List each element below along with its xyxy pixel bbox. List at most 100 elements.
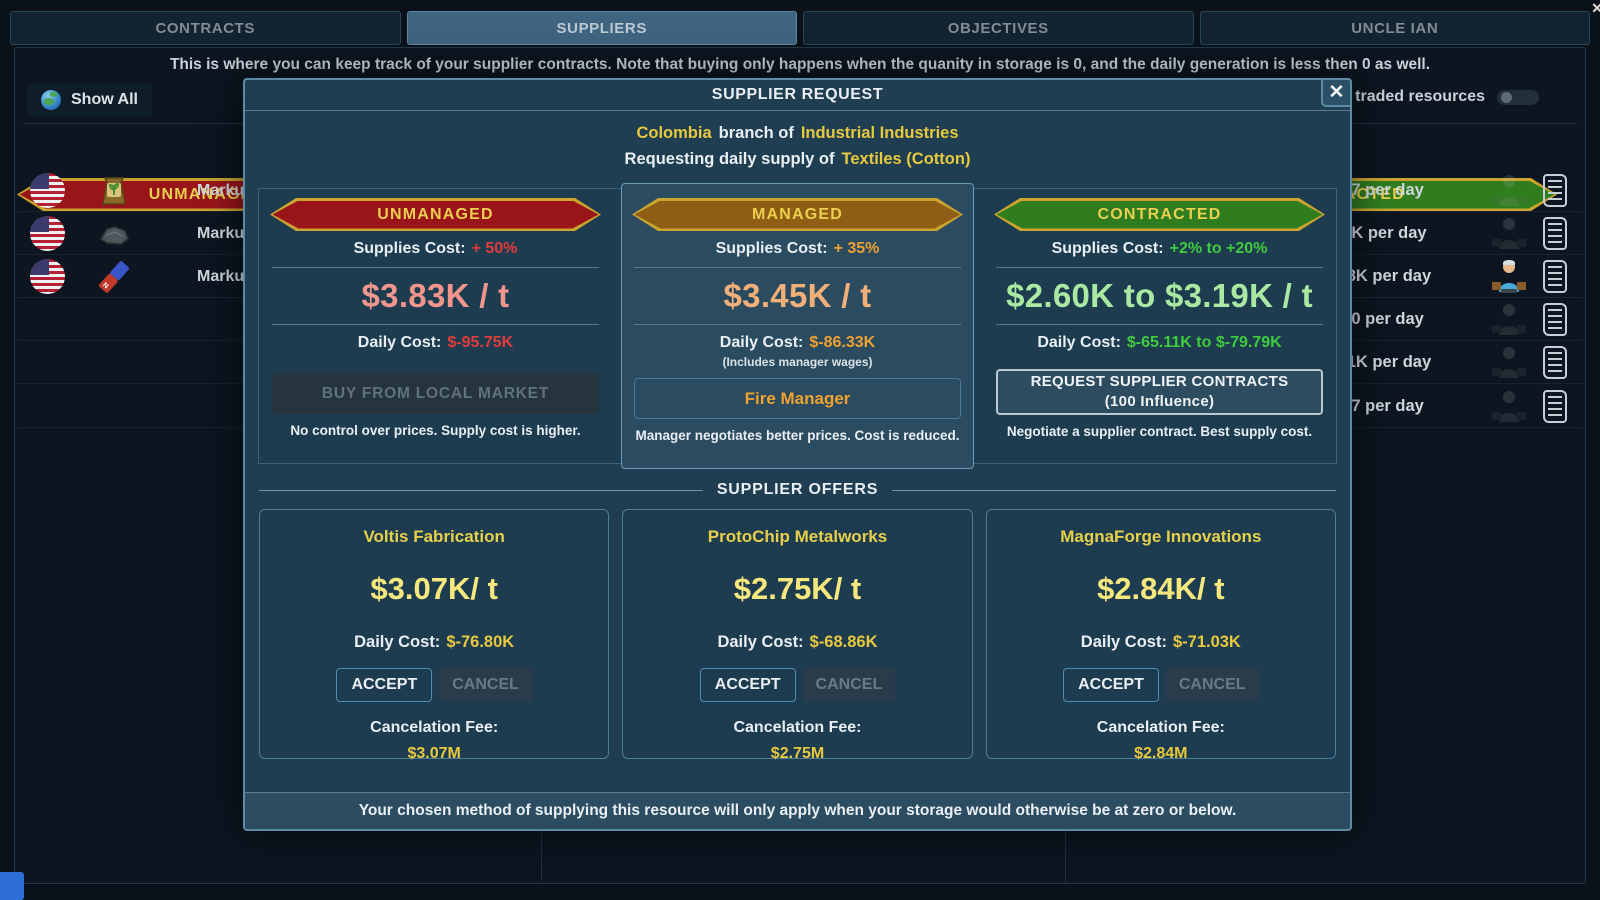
manager-ghost-icon — [1489, 344, 1529, 382]
show-all-button[interactable]: Show All — [27, 84, 152, 116]
offer-price: $2.84K/ t — [1097, 571, 1225, 606]
cancelation-fee-label: Cancelation Fee: — [733, 719, 862, 736]
branch-middle-text: branch of — [718, 124, 794, 142]
modal-footer-note: Your chosen method of supplying this res… — [245, 792, 1350, 829]
offer-daily-cost-value: $-71.03K — [1172, 633, 1241, 651]
manager-icon — [1489, 258, 1529, 296]
daily-cost-value: $-86.33K — [809, 334, 876, 351]
us-flag-icon — [30, 173, 65, 208]
offer-card-voltis: Voltis Fabrication $3.07K/ t Daily Cost:… — [259, 509, 610, 762]
method-caption: Manager negotiates better prices. Cost i… — [635, 428, 960, 443]
offer-daily-cost-value: $-76.80K — [446, 633, 515, 651]
supplier-offers-header: SUPPLIER OFFERS — [716, 481, 879, 498]
supplier-request-modal: SUPPLIER REQUEST ✕ Colombia branch of In… — [243, 78, 1352, 831]
request-line: Requesting daily supply of Textiles (Cot… — [245, 146, 1350, 172]
us-flag-icon — [30, 259, 65, 294]
rate-value: 760 per day — [1333, 310, 1424, 328]
svg-text:N: N — [101, 282, 109, 291]
offer-card-protochip: ProtoChip Metalworks $2.75K/ t Daily Cos… — [622, 509, 973, 762]
cancel-button[interactable]: CANCEL — [1165, 668, 1259, 702]
daily-cost-label: Daily Cost: — [357, 334, 442, 351]
cancelation-fee-value: $2.84M — [1134, 745, 1188, 762]
request-resource: Textiles (Cotton) — [841, 150, 971, 168]
supplies-cost-label: Supplies Cost: — [353, 240, 466, 257]
daily-cost-value: $-95.75K — [447, 334, 514, 351]
contract-document-icon[interactable] — [1543, 346, 1567, 379]
fire-manager-button[interactable]: Fire Manager — [634, 378, 961, 419]
bottom-left-accent — [0, 872, 24, 900]
contracted-banner: CONTRACTED — [994, 198, 1325, 231]
method-card-unmanaged: UNMANAGED Supplies Cost: + 50% $3.83K / … — [260, 189, 611, 463]
method-caption: Negotiate a supplier contract. Best supp… — [1006, 424, 1313, 439]
tab-objectives[interactable]: OBJECTIVES — [803, 11, 1194, 45]
branch-company: Industrial Industries — [800, 124, 959, 142]
rate-value: 147 per day — [1333, 181, 1424, 199]
coal-icon — [95, 215, 133, 253]
supplies-cost-label: Supplies Cost: — [1051, 240, 1164, 257]
cancel-button[interactable]: CANCEL — [802, 668, 896, 702]
rate-value: 94K per day — [1333, 224, 1427, 242]
request-button-sublabel: (100 Influence) — [1104, 393, 1215, 410]
daily-cost-label: Daily Cost: — [717, 633, 804, 651]
unit-price: $3.83K / t — [361, 277, 510, 314]
method-card-contracted: CONTRACTED Supplies Cost: +2% to +20% $2… — [984, 189, 1335, 463]
markup-label: Markup — [197, 267, 254, 285]
tab-contracts[interactable]: CONTRACTS — [10, 11, 401, 45]
manager-ghost-icon — [1489, 172, 1529, 210]
rate-value: .58K per day — [1333, 267, 1432, 285]
cancel-button[interactable]: CANCEL — [439, 668, 532, 702]
request-prefix: Requesting daily supply of — [624, 150, 835, 168]
contract-document-icon[interactable] — [1543, 390, 1567, 423]
unit-price: $2.60K to $3.19K / t — [1006, 277, 1313, 314]
branch-location: Colombia — [636, 124, 712, 142]
accept-button[interactable]: ACCEPT — [699, 668, 796, 702]
supply-methods-box: UNMANAGED Supplies Cost: + 50% $3.83K / … — [258, 183, 1337, 469]
hide-traded-resources-toggle-row[interactable]: Hide traded resources — [1316, 88, 1539, 106]
contract-document-icon[interactable] — [1543, 174, 1567, 207]
offer-card-magnaforge: MagnaForge Innovations $2.84K/ t Daily C… — [985, 509, 1336, 762]
offer-daily-cost-value: $-68.86K — [809, 633, 878, 651]
tab-uncle-ian[interactable]: UNCLE IAN — [1199, 11, 1590, 45]
contract-document-icon[interactable] — [1543, 303, 1567, 336]
unit-price: $3.45K / t — [723, 277, 872, 314]
contract-document-icon[interactable] — [1543, 260, 1567, 293]
supplies-cost-value: + 35% — [833, 240, 880, 257]
offer-name: Voltis Fabrication — [363, 527, 505, 546]
hide-traded-label: Hide traded resources — [1316, 88, 1485, 105]
supplier-offers-divider: SUPPLIER OFFERS — [259, 481, 1337, 499]
top-tab-bar: CONTRACTS SUPPLIERS OBJECTIVES UNCLE IAN — [10, 11, 1590, 45]
offer-price: $3.07K/ t — [370, 571, 498, 606]
toggle-icon[interactable] — [1497, 89, 1539, 105]
modal-close-button[interactable]: ✕ — [1321, 78, 1352, 107]
tab-suppliers[interactable]: SUPPLIERS — [406, 11, 797, 45]
show-all-label: Show All — [71, 91, 138, 108]
offer-name: MagnaForge Innovations — [1060, 527, 1262, 546]
offer-name: ProtoChip Metalworks — [707, 527, 888, 546]
contract-document-icon[interactable] — [1543, 217, 1567, 250]
modal-title: SUPPLIER REQUEST — [245, 80, 1350, 111]
offer-price: $2.75K/ t — [733, 571, 862, 606]
us-flag-icon — [30, 216, 65, 251]
request-supplier-contracts-button[interactable]: REQUEST SUPPLIER CONTRACTS (100 Influenc… — [996, 369, 1323, 415]
cancelation-fee-value: $2.75M — [770, 745, 825, 762]
globe-icon — [41, 90, 61, 110]
daily-cost-label: Daily Cost: — [1037, 334, 1121, 351]
daily-cost-label: Daily Cost: — [719, 334, 804, 351]
unmanaged-banner: UNMANAGED — [270, 198, 601, 231]
accept-button[interactable]: ACCEPT — [1063, 668, 1159, 702]
buy-local-market-button[interactable]: BUY FROM LOCAL MARKET — [272, 373, 599, 414]
accept-button[interactable]: ACCEPT — [336, 668, 433, 702]
daily-cost-value: $-65.11K to $-79.79K — [1126, 334, 1282, 351]
method-card-managed: MANAGED Supplies Cost: + 35% $3.45K / t … — [621, 183, 974, 469]
manager-ghost-icon — [1489, 301, 1529, 339]
supplies-cost-value: + 50% — [471, 240, 518, 257]
request-button-label: REQUEST SUPPLIER CONTRACTS — [1030, 373, 1289, 390]
cancelation-fee-label: Cancelation Fee: — [1096, 719, 1225, 736]
cancelation-fee-label: Cancelation Fee: — [370, 719, 499, 736]
rate-value: .31K per day — [1333, 353, 1432, 371]
screen-close-icon[interactable]: ✕ — [1591, 0, 1600, 16]
suppliers-info-text: This is where you can keep track of your… — [169, 56, 1431, 73]
close-icon: ✕ — [1328, 82, 1345, 103]
markup-label: Markup — [197, 181, 254, 199]
daily-cost-label: Daily Cost: — [1080, 633, 1167, 651]
